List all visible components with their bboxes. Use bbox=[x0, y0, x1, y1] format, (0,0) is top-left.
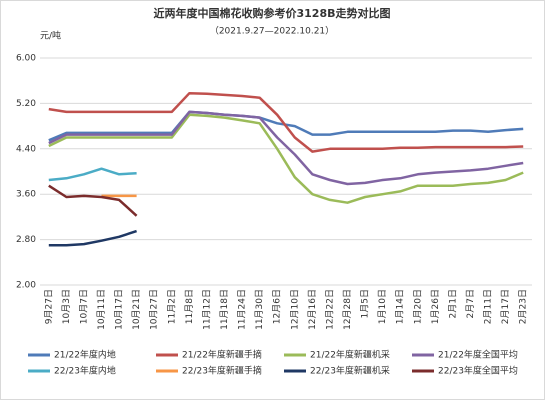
y-tick-label: 2.00 bbox=[16, 281, 36, 291]
x-tick-label: 1月5日 bbox=[360, 289, 371, 318]
legend-label: 22/23年度新疆手摘 bbox=[182, 365, 262, 377]
x-tick-label: 10月3日 bbox=[61, 289, 72, 324]
y-tick-label: 6.00 bbox=[16, 54, 36, 64]
x-tick-label: 12月28日 bbox=[342, 289, 353, 330]
x-tick-label: 12月6日 bbox=[272, 289, 283, 324]
line bbox=[48, 184, 138, 217]
legend-label: 21/22年度新疆机采 bbox=[310, 349, 390, 361]
x-tick-label: 1月20日 bbox=[412, 289, 423, 324]
line bbox=[48, 91, 524, 153]
legend-label: 22/23年度全国平均 bbox=[438, 365, 518, 377]
x-tick-label: 1月10日 bbox=[377, 289, 388, 324]
x-tick-label: 11月24日 bbox=[237, 289, 248, 330]
x-tick-label: 2月11日 bbox=[483, 289, 494, 324]
x-tick-label: 11月2日 bbox=[166, 289, 177, 324]
x-tick-label: 11月8日 bbox=[184, 289, 195, 324]
x-tick-label: 2月7日 bbox=[465, 289, 476, 318]
legend-label: 21/22年度全国平均 bbox=[438, 349, 518, 361]
x-tick-label: 1月26日 bbox=[430, 289, 441, 324]
x-tick-label: 2月17日 bbox=[500, 289, 511, 324]
x-tick-label: 11月12日 bbox=[201, 289, 212, 330]
legend-label: 22/23年度新疆机采 bbox=[310, 365, 390, 377]
y-axis-label: 元/吨 bbox=[40, 30, 61, 42]
x-tick-label: 12月22日 bbox=[324, 289, 335, 330]
x-tick-label: 10月11日 bbox=[96, 289, 107, 330]
line bbox=[48, 110, 524, 186]
x-tick-label: 9月27日 bbox=[43, 289, 54, 324]
x-tick-label: 11月30日 bbox=[254, 289, 265, 330]
chart-title: 近两年度中国棉花收购参考价3128B走势对比图 bbox=[154, 6, 391, 20]
x-tick-label: 12月16日 bbox=[307, 289, 318, 330]
x-tick-label: 2月23日 bbox=[518, 289, 529, 324]
x-tick-label: 11月18日 bbox=[219, 289, 230, 330]
chart-subtitle: （2021.9.27—2022.10.21） bbox=[210, 26, 334, 37]
x-tick-label: 10月27日 bbox=[149, 289, 160, 330]
y-tick-label: 3.60 bbox=[16, 190, 36, 200]
x-tick-label: 1月14日 bbox=[395, 289, 406, 324]
line bbox=[48, 113, 524, 204]
x-tick-label: 10月21日 bbox=[131, 289, 142, 330]
x-tick-label: 10月7日 bbox=[78, 289, 89, 324]
y-tick-label: 2.80 bbox=[16, 235, 36, 245]
y-tick-label: 5.20 bbox=[16, 99, 36, 109]
x-tick-label: 10月17日 bbox=[114, 289, 125, 330]
legend-label: 21/22年度内地 bbox=[54, 349, 116, 361]
y-tick-label: 4.40 bbox=[16, 144, 36, 154]
line bbox=[48, 167, 137, 182]
x-tick-label: 12月10日 bbox=[289, 289, 300, 330]
legend-label: 22/23年度内地 bbox=[54, 365, 116, 377]
legend-label: 21/22年度新疆手摘 bbox=[182, 349, 262, 361]
line bbox=[48, 229, 137, 247]
x-tick-label: 2月1日 bbox=[447, 289, 458, 318]
